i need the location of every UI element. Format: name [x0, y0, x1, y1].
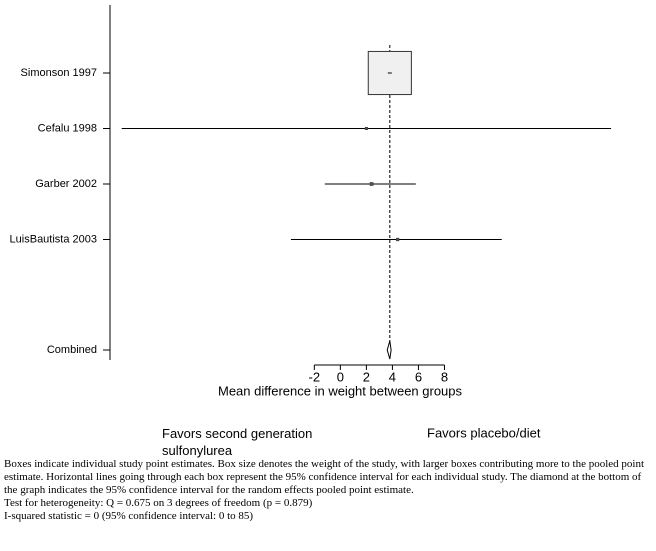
study-box: [364, 127, 368, 130]
x-tick-label: 6: [415, 369, 422, 384]
footnote: I-squared statistic = 0 (95% confidence …: [4, 510, 254, 522]
combined-diamond: [386, 340, 392, 360]
left-label: Favors second generation sulfonylurea: [162, 426, 313, 458]
x-tick-label: 8: [441, 369, 448, 384]
combined-label: Combined: [47, 344, 97, 356]
study-box: [369, 182, 374, 186]
footnote: Boxes indicate individual study point es…: [4, 458, 645, 496]
left-label-box: Favors second generation sulfonylurea: [162, 426, 313, 458]
study-label: Simonson 1997: [21, 67, 97, 79]
x-tick-label: 4: [389, 369, 396, 384]
chart: Mean difference in weight between groups…: [10, 5, 612, 458]
study-box: [395, 237, 400, 242]
x-tick-label: 0: [337, 369, 344, 384]
footnote: Test for heterogeneity: Q = 0.675 on 3 d…: [4, 497, 313, 509]
study-label: Cefalu 1998: [38, 122, 97, 134]
x-axis-label: Mean difference in weight between groups: [218, 383, 463, 398]
footnotes: Boxes indicate individual study point es…: [4, 458, 652, 523]
x-tick-label: 2: [363, 369, 370, 384]
x-tick-label: -2: [309, 369, 321, 384]
study-label: LuisBautista 2003: [10, 233, 97, 245]
right-label: Favors placebo/diet: [427, 425, 541, 440]
study-label: Garber 2002: [35, 178, 97, 190]
